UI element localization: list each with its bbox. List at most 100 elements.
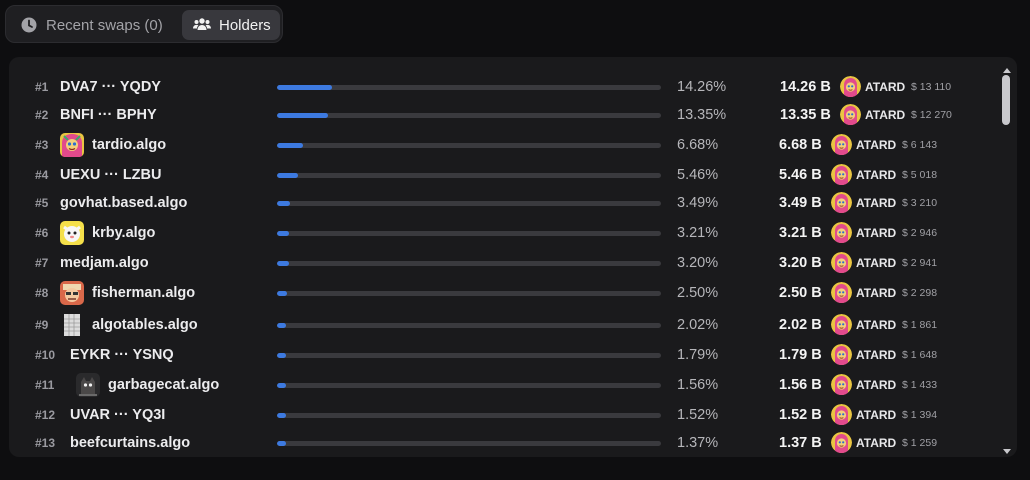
holder-row[interactable]: #7 medjam.algo 3.20% 3.20 B ATARD $ 2 941: [9, 248, 999, 278]
holder-percent: 3.49%: [677, 195, 719, 211]
holder-name[interactable]: EYKR ··· YSNQ: [70, 347, 174, 363]
tab-label: Recent swaps (0): [46, 16, 163, 34]
share-bar-fill: [277, 261, 290, 266]
holder-usd-value: $ 1 394: [902, 409, 938, 421]
holder-name[interactable]: UEXU ··· LZBU: [60, 167, 162, 183]
holder-rank: #13: [35, 436, 56, 450]
holder-name[interactable]: DVA7 ··· YQDY: [60, 79, 161, 95]
tab-label: Holders: [219, 16, 271, 34]
holder-percent: 1.56%: [677, 377, 719, 393]
holder-name[interactable]: UVAR ··· YQ3I: [70, 407, 166, 423]
token-logo-icon: [831, 314, 852, 335]
holder-row[interactable]: #8 fisherman.algo 2.50% 2.50 B ATARD $ 2 298: [9, 278, 999, 308]
holder-row[interactable]: #6 krby.algo 3.21% 3.21 B ATARD $ 2 946: [9, 218, 999, 248]
holder-amount: 3.21 B: [779, 225, 822, 241]
holder-percent: 1.79%: [677, 347, 719, 363]
token-symbol: ATARD: [865, 80, 906, 94]
holder-usd-value: $ 2 298: [902, 287, 938, 299]
holder-name[interactable]: fisherman.algo: [92, 285, 196, 301]
holder-rank: #10: [35, 348, 56, 362]
holder-row[interactable]: #5 govhat.based.algo 3.49% 3.49 B ATARD $ 3 2…: [9, 188, 999, 218]
share-bar-fill: [277, 353, 287, 358]
holder-amount: 2.02 B: [779, 317, 822, 333]
holder-usd-value: $ 1 433: [902, 379, 938, 391]
holder-row[interactable]: #11 garbagecat.algo 1.56% 1.56 B ATARD $ 1 43…: [9, 370, 999, 400]
holder-rank: #9: [35, 318, 49, 332]
token-logo-icon: [831, 432, 852, 453]
holder-name[interactable]: krby.algo: [92, 225, 156, 241]
holder-rank: #8: [35, 286, 49, 300]
holder-amount: 1.56 B: [779, 377, 822, 393]
holder-percent: 1.52%: [677, 407, 719, 423]
holder-usd-value: $ 5 018: [902, 169, 938, 181]
token-symbol: ATARD: [856, 436, 897, 450]
token-symbol: ATARD: [856, 226, 897, 240]
holder-rank: #5: [35, 196, 49, 210]
holder-row[interactable]: #13 beefcurtains.algo 1.37% 1.37 B ATARD $ 1 …: [9, 428, 999, 457]
users-icon: [193, 17, 211, 33]
token-symbol: ATARD: [856, 378, 897, 392]
share-bar: [277, 143, 661, 148]
holder-name[interactable]: algotables.algo: [92, 317, 198, 333]
share-bar: [277, 441, 661, 446]
holder-name[interactable]: beefcurtains.algo: [70, 435, 191, 451]
holder-percent: 14.26%: [677, 79, 727, 95]
tab-holders[interactable]: Holders: [182, 10, 280, 40]
algotables-avatar: [60, 313, 84, 337]
token-symbol: ATARD: [865, 108, 906, 122]
holder-percent: 3.21%: [677, 225, 719, 241]
holder-name[interactable]: BNFI ··· BPHY: [60, 107, 157, 123]
holder-row[interactable]: #9 algotables.algo 2.02% 2.02 B ATARD $ 1 861: [9, 310, 999, 340]
holder-usd-value: $ 12 270: [911, 109, 952, 121]
holder-row[interactable]: #10 EYKR ··· YSNQ 1.79% 1.79 B ATARD $ 1 648: [9, 340, 999, 370]
holder-row[interactable]: #1 DVA7 ··· YQDY 14.26% 14.26 B ATARD $ 13 11…: [9, 72, 999, 102]
clock-icon: [21, 17, 37, 33]
holder-percent: 13.35%: [677, 107, 727, 123]
token-logo-icon: [831, 252, 852, 273]
holder-name[interactable]: tardio.algo: [92, 137, 167, 153]
holder-rank: #7: [35, 256, 49, 270]
holder-amount: 14.26 B: [780, 79, 831, 95]
holder-name[interactable]: garbagecat.algo: [108, 377, 220, 393]
token-logo-icon: [831, 404, 852, 425]
share-bar: [277, 231, 661, 236]
holder-name[interactable]: govhat.based.algo: [60, 195, 188, 211]
holder-row[interactable]: #2 BNFI ··· BPHY 13.35% 13.35 B ATARD $ 12 27…: [9, 100, 999, 130]
share-bar-fill: [277, 413, 287, 418]
holder-amount: 13.35 B: [780, 107, 831, 123]
holder-row[interactable]: #12 UVAR ··· YQ3I 1.52% 1.52 B ATARD $ 1 394: [9, 400, 999, 430]
share-bar: [277, 85, 661, 90]
holder-percent: 2.50%: [677, 285, 719, 301]
holder-name[interactable]: medjam.algo: [60, 255, 149, 271]
tab-recent-swaps[interactable]: Recent swaps (0): [14, 10, 176, 40]
share-bar: [277, 113, 661, 118]
scroll-down-arrow[interactable]: [1002, 443, 1012, 454]
holder-usd-value: $ 2 941: [902, 257, 938, 269]
share-bar: [277, 291, 661, 296]
share-bar-fill: [277, 143, 303, 148]
token-logo-icon: [831, 344, 852, 365]
holder-amount: 5.46 B: [779, 167, 822, 183]
holder-rank: #6: [35, 226, 49, 240]
token-symbol: ATARD: [856, 256, 897, 270]
token-symbol: ATARD: [856, 286, 897, 300]
token-symbol: ATARD: [856, 138, 897, 152]
token-logo-icon: [831, 222, 852, 243]
token-logo-icon: [840, 76, 861, 97]
holder-rank: #4: [35, 168, 49, 182]
token-symbol: ATARD: [856, 168, 897, 182]
scroll-up-arrow[interactable]: [1002, 61, 1012, 73]
token-logo-icon: [831, 282, 852, 303]
share-bar-fill: [277, 85, 332, 90]
share-bar: [277, 353, 661, 358]
holder-row[interactable]: #4 UEXU ··· LZBU 5.46% 5.46 B ATARD $ 5 018: [9, 160, 999, 190]
holder-usd-value: $ 1 861: [902, 319, 938, 331]
holder-amount: 1.79 B: [779, 347, 822, 363]
holder-amount: 3.20 B: [779, 255, 822, 271]
holder-amount: 1.37 B: [779, 435, 822, 451]
share-bar-fill: [277, 173, 298, 178]
token-symbol: ATARD: [856, 318, 897, 332]
holder-rank: #12: [35, 408, 56, 422]
scrollbar-thumb[interactable]: [1002, 75, 1010, 125]
holder-row[interactable]: #3 tardio.algo 6.68% 6.68 B ATARD $ 6 143: [9, 130, 999, 160]
